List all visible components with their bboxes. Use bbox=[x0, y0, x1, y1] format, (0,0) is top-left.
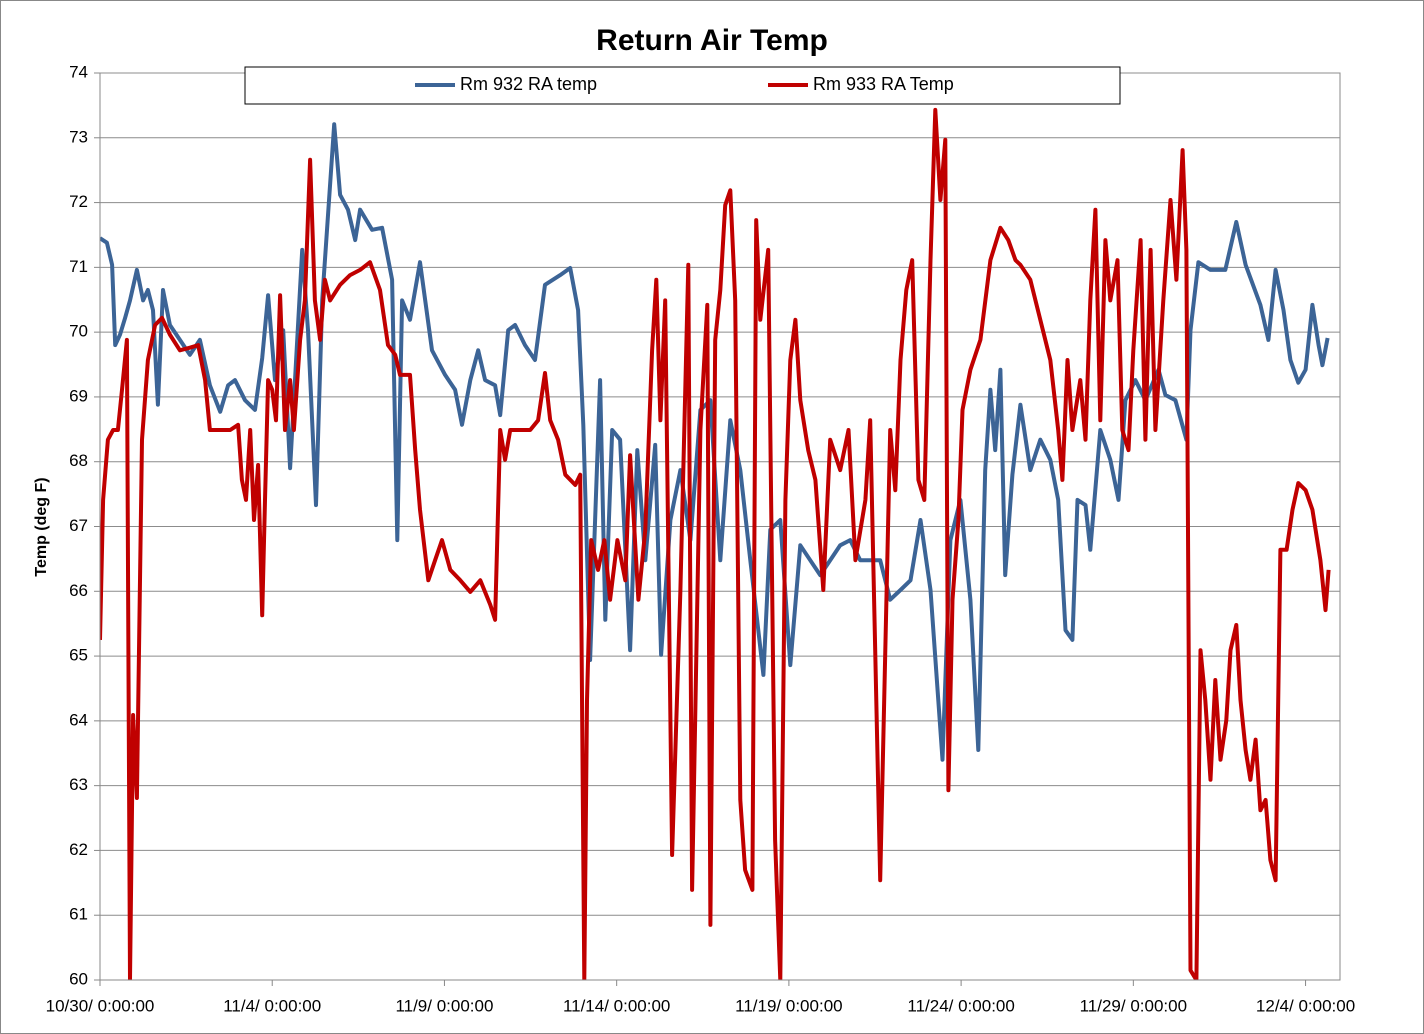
y-tick-label: 62 bbox=[69, 840, 88, 859]
y-tick-label: 72 bbox=[69, 192, 88, 211]
y-tick-label: 69 bbox=[69, 386, 88, 405]
y-tick-label: 64 bbox=[69, 710, 88, 729]
x-tick-label: 10/30/ 0:00:00 bbox=[46, 996, 155, 1015]
y-tick-label: 61 bbox=[69, 905, 88, 924]
x-tick-label: 11/24/ 0:00:00 bbox=[907, 996, 1014, 1015]
x-tick-label: 11/29/ 0:00:00 bbox=[1080, 996, 1187, 1015]
y-tick-label: 73 bbox=[69, 127, 88, 146]
y-axis-label: Temp (deg F) bbox=[33, 477, 50, 576]
x-tick-label: 11/4/ 0:00:00 bbox=[223, 996, 321, 1015]
legend-label: Rm 933 RA Temp bbox=[813, 74, 954, 94]
chart-title: Return Air Temp bbox=[596, 24, 828, 57]
x-tick-label: 11/9/ 0:00:00 bbox=[395, 996, 493, 1015]
y-tick-label: 63 bbox=[69, 775, 88, 794]
x-tick-label: 11/14/ 0:00:00 bbox=[563, 996, 670, 1015]
legend-box bbox=[244, 66, 1121, 105]
series-line bbox=[100, 122, 1330, 762]
x-tick-label: 12/4/ 0:00:00 bbox=[1256, 996, 1355, 1015]
plot-lines bbox=[100, 107, 1331, 980]
y-tick-label: 74 bbox=[69, 62, 88, 81]
y-tick-label: 71 bbox=[69, 257, 88, 276]
y-tick-label: 60 bbox=[69, 969, 88, 988]
y-tick-label: 66 bbox=[69, 581, 88, 600]
legend-label: Rm 932 RA temp bbox=[460, 74, 597, 94]
x-tick-label: 11/19/ 0:00:00 bbox=[735, 996, 842, 1015]
y-tick-label: 65 bbox=[69, 646, 88, 665]
y-tick-label: 68 bbox=[69, 451, 88, 470]
y-tick-label: 70 bbox=[69, 322, 88, 341]
y-tick-label: 67 bbox=[69, 516, 88, 535]
series-line bbox=[100, 107, 1331, 980]
